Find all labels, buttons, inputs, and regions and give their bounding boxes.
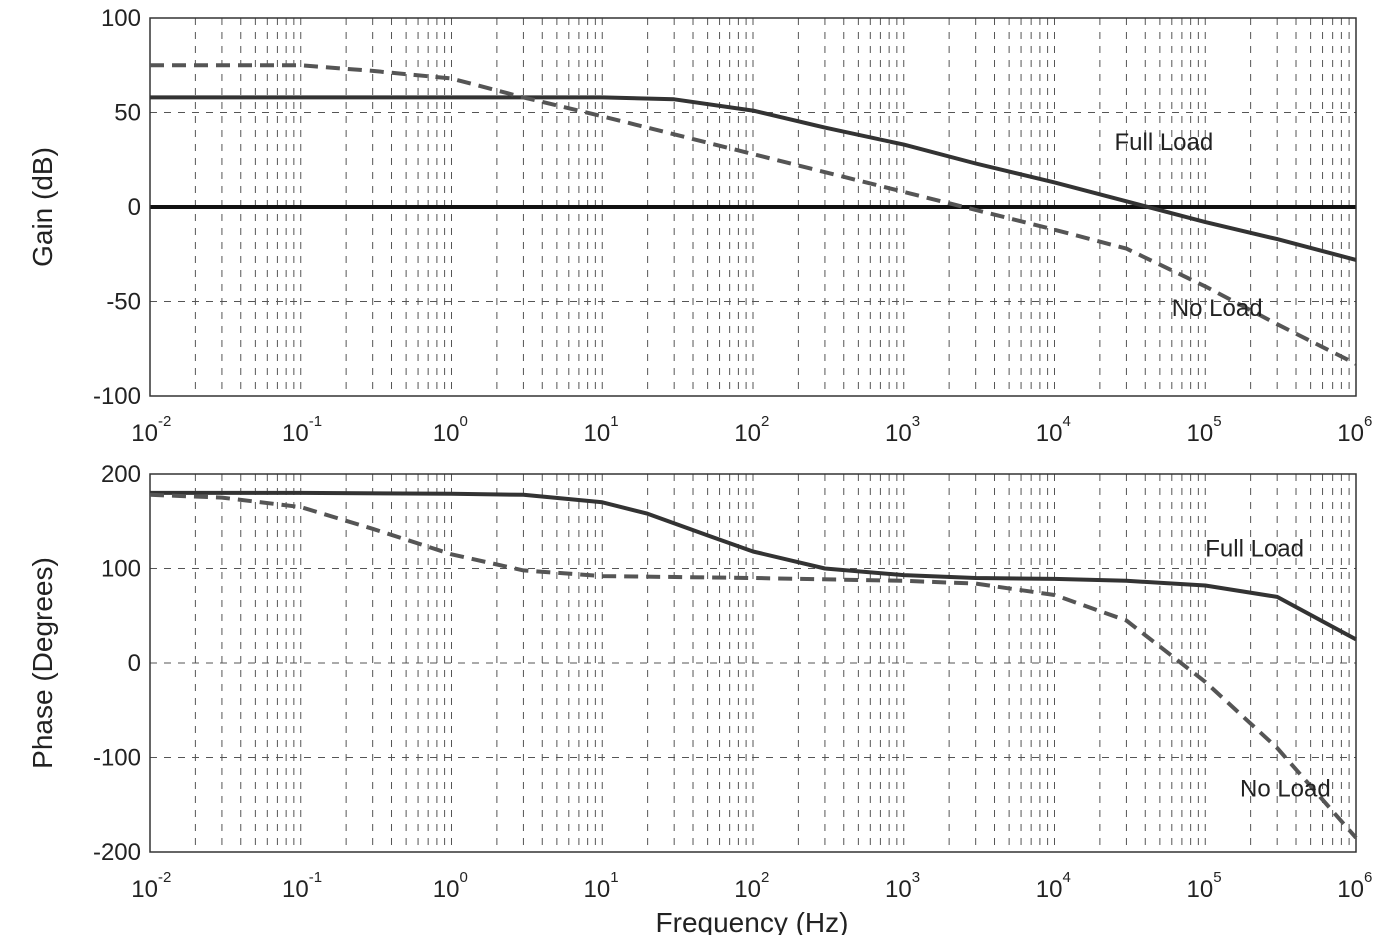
y-axis-label: Gain (dB) [27, 147, 58, 267]
plot-frame [149, 17, 1357, 397]
x-tick-label: 10 [1337, 420, 1364, 447]
y-tick-label: -200 [93, 839, 141, 866]
x-tick-exponent: -2 [158, 413, 171, 430]
x-tick-label: 10 [282, 876, 309, 903]
x-tick-exponent: -1 [309, 413, 322, 430]
x-tick-exponent: 4 [1063, 869, 1071, 886]
plot-frame [149, 473, 1357, 853]
x-tick-exponent: 3 [912, 413, 920, 430]
x-tick-label: 10 [433, 876, 460, 903]
x-tick-exponent: -1 [309, 869, 322, 886]
x-tick-label: 10 [1187, 420, 1214, 447]
x-tick-label: 10 [282, 420, 309, 447]
y-tick-label: 100 [101, 556, 141, 583]
y-tick-label: -50 [106, 289, 141, 316]
x-tick-label: 10 [433, 420, 460, 447]
x-tick-label: 10 [885, 876, 912, 903]
series-annotation-label: No Load [1172, 295, 1263, 322]
y-tick-label: -100 [93, 745, 141, 772]
y-tick-label: 100 [101, 5, 141, 32]
full-load-series-line [150, 95, 1357, 262]
x-tick-label: 10 [734, 876, 761, 903]
no-load-series-line [150, 63, 1357, 366]
x-tick-exponent: 2 [761, 869, 769, 886]
series-annotation-label: Full Load [1114, 129, 1213, 156]
y-tick-label: 200 [101, 461, 141, 488]
x-tick-exponent: 0 [460, 869, 468, 886]
x-tick-exponent: 2 [761, 413, 769, 430]
x-tick-label: 10 [584, 420, 611, 447]
y-tick-label: 50 [114, 100, 141, 127]
x-tick-label: 10 [1036, 876, 1063, 903]
x-tick-exponent: -2 [158, 869, 171, 886]
series-annotation-label: Full Load [1205, 536, 1304, 563]
series-annotation-label: No Load [1240, 776, 1331, 803]
x-tick-exponent: 5 [1213, 413, 1221, 430]
no-load-series-line [149, 492, 1358, 840]
x-tick-exponent: 1 [610, 413, 618, 430]
x-tick-label: 10 [1337, 876, 1364, 903]
x-tick-exponent: 6 [1364, 413, 1372, 430]
x-tick-exponent: 0 [460, 413, 468, 430]
x-tick-label: 10 [584, 876, 611, 903]
x-axis-label: Frequency (Hz) [656, 907, 849, 935]
y-tick-label: 0 [128, 650, 141, 677]
x-tick-label: 10 [734, 420, 761, 447]
x-tick-exponent: 3 [912, 869, 920, 886]
y-tick-label: -100 [93, 383, 141, 410]
x-tick-exponent: 4 [1063, 413, 1071, 430]
full-load-series-line [150, 490, 1357, 642]
x-tick-label: 10 [131, 420, 158, 447]
x-tick-label: 10 [1187, 876, 1214, 903]
x-tick-label: 10 [131, 876, 158, 903]
x-tick-label: 10 [885, 420, 912, 447]
y-axis-label: Phase (Degrees) [27, 557, 58, 769]
x-tick-exponent: 5 [1213, 869, 1221, 886]
x-tick-exponent: 6 [1364, 869, 1372, 886]
x-tick-label: 10 [1036, 420, 1063, 447]
y-tick-label: 0 [128, 194, 141, 221]
x-tick-exponent: 1 [610, 869, 618, 886]
